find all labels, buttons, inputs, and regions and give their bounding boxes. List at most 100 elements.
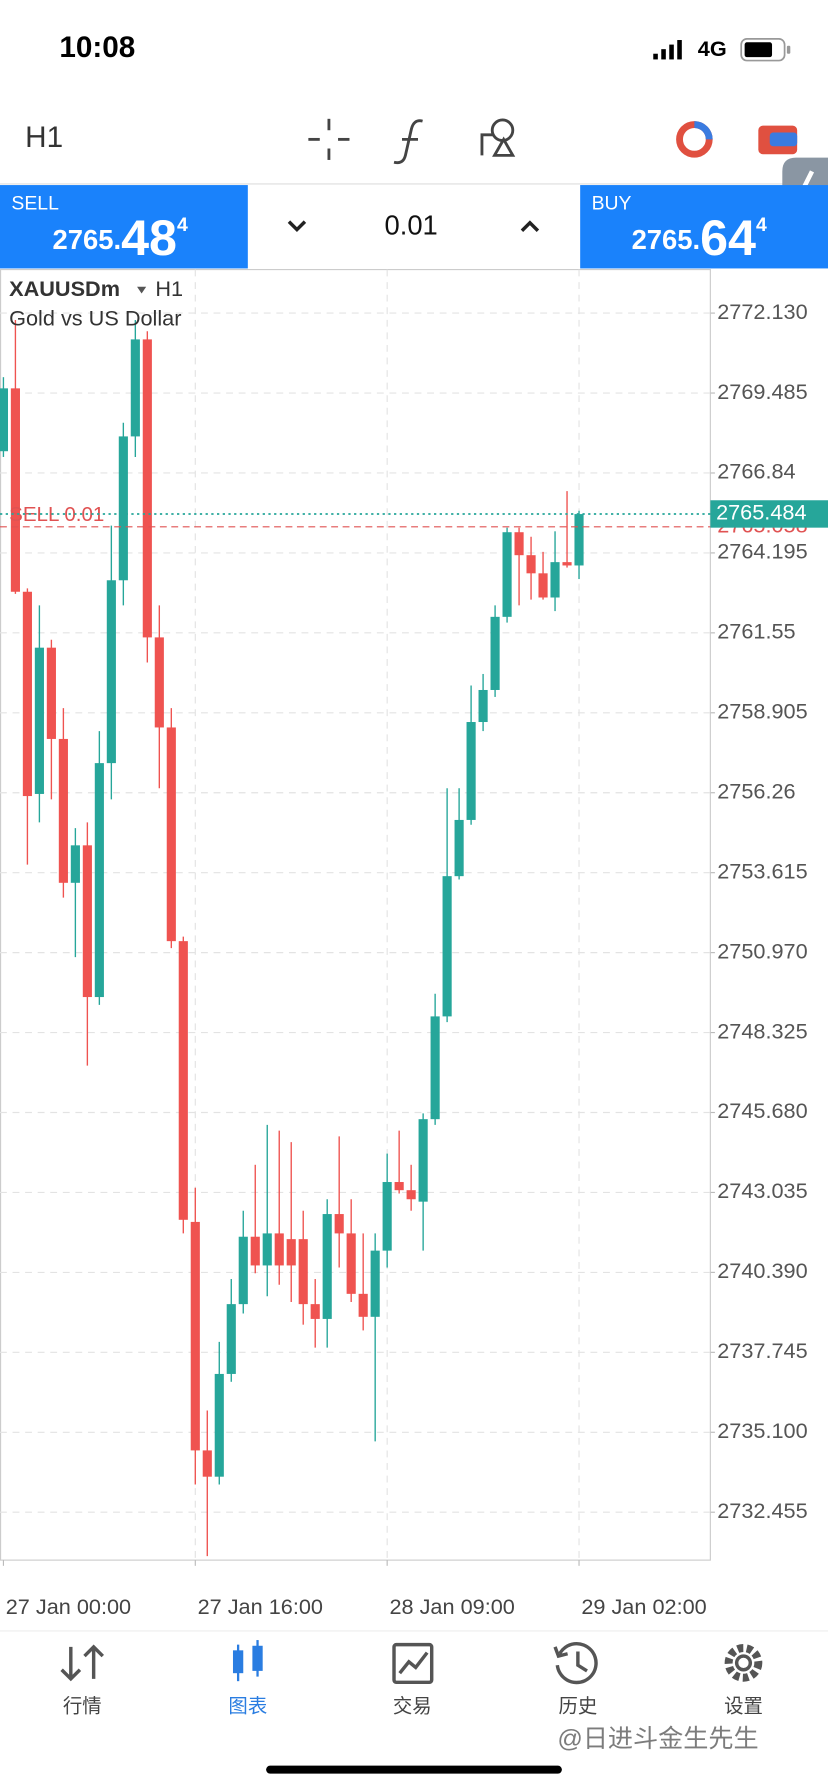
y-tick-label: 2737.745: [717, 1338, 807, 1363]
y-tick-label: 2772.130: [717, 299, 807, 324]
history-icon[interactable]: [553, 1641, 598, 1685]
candle-body: [202, 1450, 212, 1477]
symbol-name: XAUUSDm: [9, 276, 120, 301]
lot-decrease[interactable]: [287, 220, 307, 233]
y-tick-label: 2761.55: [717, 619, 795, 644]
y-tick-label: 2745.680: [717, 1098, 807, 1123]
chart-layer: 2772.130 2769.485 2766.84 2764.195 2761.55 27…: [0, 269, 828, 1619]
candle-body: [58, 738, 68, 883]
y-tick-label: 2732.455: [717, 1498, 807, 1523]
icon-stroke: [734, 1654, 753, 1672]
candle-body: [190, 1221, 200, 1451]
candle-body: [418, 1119, 428, 1202]
bid-price-label: 2765.484: [716, 500, 806, 525]
y-tick-label: 2769.485: [717, 379, 807, 404]
candle-body: [226, 1304, 236, 1374]
timeframe-button[interactable]: H1: [25, 121, 63, 154]
icon-shape: [769, 132, 798, 147]
icon-stroke: [398, 1651, 429, 1675]
icon-stroke: [724, 1644, 763, 1682]
icon-stroke: [555, 1641, 598, 1685]
candle-body: [346, 1233, 356, 1294]
nav-label[interactable]: 行情: [63, 1696, 102, 1718]
buy-price: 2765.644: [632, 210, 767, 266]
sell-price: 2765.484: [53, 210, 188, 266]
candle-body: [82, 845, 92, 998]
candle-body: [478, 689, 488, 723]
y-tick-label: 2750.970: [717, 938, 807, 963]
icon-stroke: [490, 118, 515, 142]
quotes-icon[interactable]: [60, 1644, 104, 1682]
lot-increase[interactable]: [520, 220, 540, 232]
candle-body: [250, 1236, 260, 1266]
network-type: 4G: [698, 36, 727, 61]
candle-body: [322, 1214, 332, 1319]
candle-body: [490, 616, 500, 690]
candle-body: [370, 1250, 380, 1317]
candle-body: [10, 388, 20, 592]
status-time: 10:08: [59, 31, 135, 64]
candle-body: [70, 845, 80, 883]
candle-body: [334, 1214, 344, 1234]
trade-button[interactable]: [758, 125, 798, 155]
candle-body: [466, 722, 476, 820]
candle-body: [142, 339, 152, 638]
x-tick-label: 28 Jan 09:00: [389, 1594, 514, 1619]
symbol-dropdown[interactable]: [137, 286, 147, 294]
nav-label[interactable]: 图表: [228, 1696, 267, 1718]
candle-body: [358, 1293, 368, 1317]
home-indicator: [266, 1765, 562, 1774]
lot-size[interactable]: 0.01: [384, 210, 437, 241]
plot-frame: [0, 269, 711, 1561]
candle-body: [298, 1239, 308, 1305]
candle-body: [118, 436, 128, 581]
x-tick-label: 27 Jan 16:00: [198, 1594, 323, 1619]
candle-body: [454, 819, 464, 877]
candle-body: [430, 1016, 440, 1120]
signal-bar: [653, 53, 658, 60]
battery-tip: [786, 45, 791, 54]
position-label: SELL 0.01: [9, 503, 104, 526]
indicator-button[interactable]: [393, 119, 423, 165]
y-tick-label: 2764.195: [717, 539, 807, 564]
objects-button[interactable]: [480, 118, 516, 157]
candle-body: [262, 1233, 272, 1266]
y-tick-label: 2753.615: [717, 858, 807, 883]
chart-icon[interactable]: [232, 1640, 263, 1682]
battery-level: [744, 42, 773, 58]
y-tick-label: 2735.100: [717, 1418, 807, 1443]
price-big: 64: [700, 210, 756, 266]
price-big: 48: [121, 210, 177, 266]
candle-body: [562, 562, 572, 566]
signal-bar: [677, 40, 682, 60]
symbol-description: Gold vs US Dollar: [9, 306, 181, 331]
signal-bar: [669, 44, 674, 60]
nav-label[interactable]: 设置: [724, 1696, 763, 1718]
sell-button[interactable]: [0, 185, 248, 269]
candle-body: [538, 573, 548, 598]
y-tick-label: 2748.325: [717, 1018, 807, 1043]
x-tick-label: 29 Jan 02:00: [581, 1594, 706, 1619]
signals-button[interactable]: [676, 121, 713, 158]
icon-ring: [694, 121, 713, 140]
buy-button[interactable]: [580, 185, 828, 269]
signal-icon: [653, 40, 682, 60]
nav-label[interactable]: 交易: [393, 1696, 432, 1718]
crosshair-button[interactable]: [308, 118, 350, 160]
nav-label[interactable]: 历史: [558, 1696, 597, 1718]
icon-stroke: [60, 1644, 104, 1682]
candle-body: [526, 555, 536, 574]
chart-timeframe: H1: [155, 276, 183, 301]
icon-stroke: [392, 1642, 434, 1685]
price-main: 2765.: [632, 224, 701, 255]
y-tick-label: 2740.390: [717, 1258, 807, 1283]
settings-icon[interactable]: [724, 1644, 763, 1682]
sell-label: SELL: [11, 193, 59, 215]
candle-body: [286, 1239, 296, 1266]
trade-icon[interactable]: [392, 1642, 434, 1685]
candle-body: [178, 941, 188, 1220]
candle-body: [574, 514, 584, 566]
bid-price-box: [710, 500, 828, 528]
